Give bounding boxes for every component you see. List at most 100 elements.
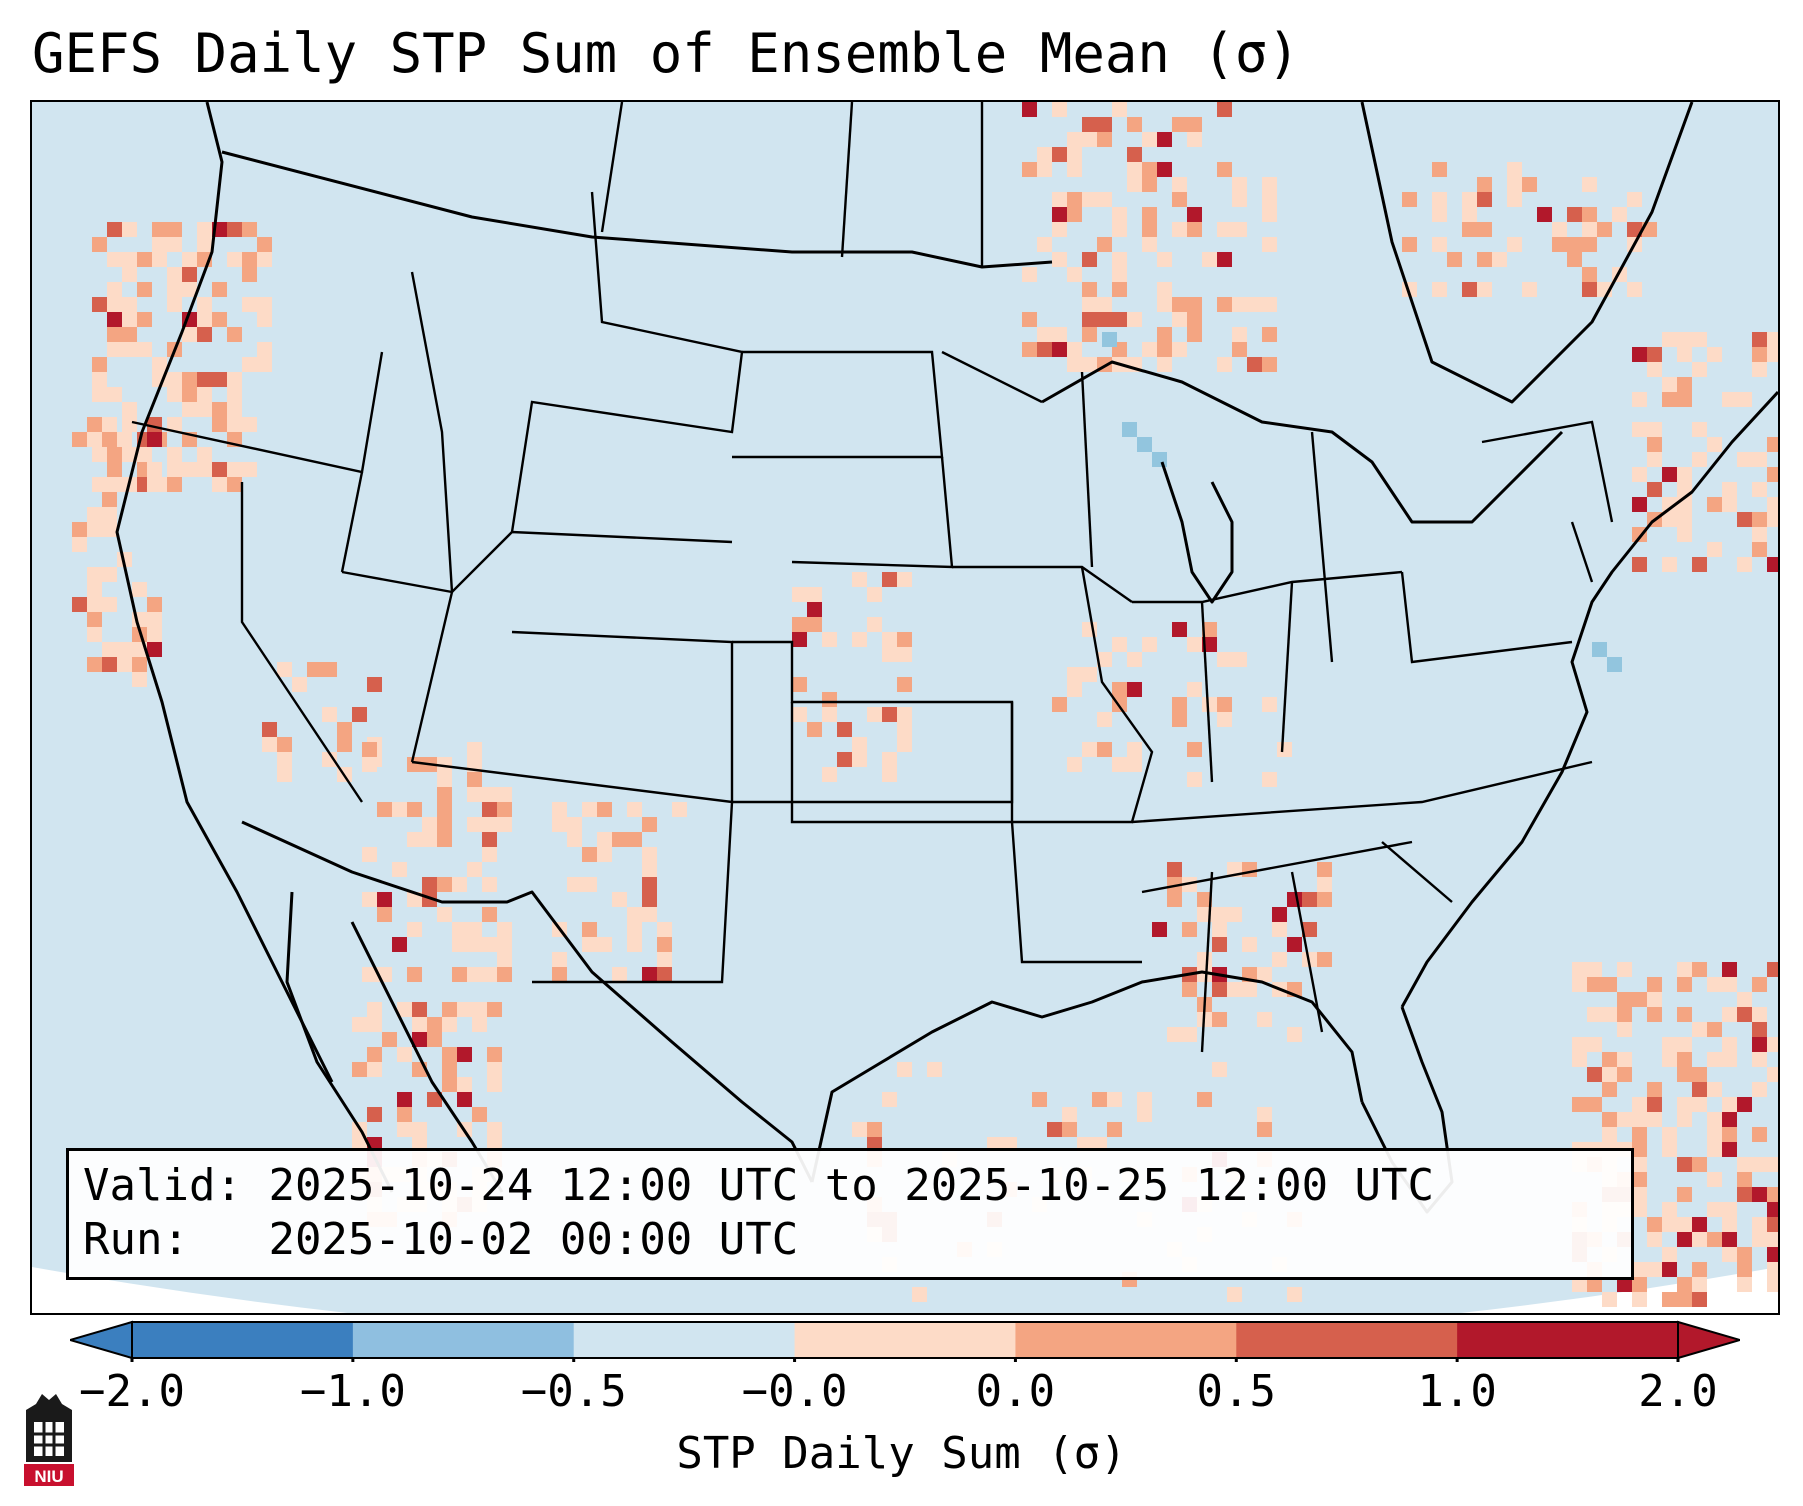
tick-label: 0.5 <box>1196 1366 1277 1417</box>
stp-cell <box>92 357 107 372</box>
stp-cell <box>1752 1022 1767 1037</box>
stp-cell <box>212 417 227 432</box>
stp-cell <box>482 832 497 847</box>
stp-cell <box>1692 1082 1707 1097</box>
stp-cell <box>1537 207 1552 222</box>
stp-cell <box>1707 1112 1722 1127</box>
logo-window-grid <box>34 1422 64 1456</box>
stp-cell <box>87 597 102 612</box>
stp-cell <box>107 447 122 462</box>
north-east-canada <box>1360 102 1694 404</box>
stp-cell <box>1737 1097 1752 1112</box>
stp-cell <box>197 447 212 462</box>
stp-cell <box>1477 222 1492 237</box>
stp-cell <box>1257 967 1272 982</box>
stp-cell <box>167 387 182 402</box>
stp-cell <box>1737 1007 1752 1022</box>
stp-cell <box>597 847 612 862</box>
stp-cell <box>1567 237 1582 252</box>
stp-cell <box>397 1002 412 1017</box>
stp-cell <box>382 1032 397 1047</box>
stp-cell <box>197 327 212 342</box>
stp-cell <box>117 657 132 672</box>
stp-cell <box>867 587 882 602</box>
stp-cell <box>137 252 152 267</box>
stp-cell <box>1737 1187 1752 1202</box>
stp-cell <box>397 1107 412 1122</box>
stp-cell <box>1217 252 1232 267</box>
run-label: Run: <box>83 1214 189 1265</box>
stp-cell <box>377 892 392 907</box>
stp-cell <box>1172 697 1187 712</box>
stp-cell <box>1067 207 1082 222</box>
stp-cell <box>197 222 212 237</box>
stp-cell <box>1217 102 1232 117</box>
stp-cell <box>1227 982 1242 997</box>
stp-cell <box>1677 1037 1692 1052</box>
stp-cell <box>1212 1012 1227 1027</box>
stp-cell <box>1677 1277 1692 1292</box>
stp-cell <box>1142 132 1157 147</box>
stp-cell <box>627 802 642 817</box>
stp-cell <box>1602 977 1617 992</box>
stp-cell <box>1082 117 1097 132</box>
stp-cell <box>422 817 437 832</box>
stp-cell <box>227 252 242 267</box>
stp-cell <box>1767 467 1778 482</box>
stp-cell <box>1157 327 1172 342</box>
stp-cell <box>1402 192 1417 207</box>
stp-cell <box>1572 1037 1587 1052</box>
stp-cell <box>167 267 182 282</box>
stp-cell <box>87 417 102 432</box>
stp-cell <box>1647 1082 1662 1097</box>
stp-cell <box>1722 1202 1737 1217</box>
stp-cell <box>412 1017 427 1032</box>
stp-cell <box>437 817 452 832</box>
colorbar-outline <box>131 1321 1679 1359</box>
stp-cell <box>1197 952 1212 967</box>
colorbar-extend-max <box>1677 1320 1740 1360</box>
stp-cell <box>1587 1097 1602 1112</box>
stp-cell <box>1677 1187 1692 1202</box>
stp-cell <box>1317 952 1332 967</box>
stp-cell <box>1692 1097 1707 1112</box>
stp-cell <box>1737 1262 1752 1277</box>
stp-cell <box>1167 1027 1182 1042</box>
stp-cell <box>1247 297 1262 312</box>
stp-cell <box>1617 1112 1632 1127</box>
stp-cell <box>1142 637 1157 652</box>
stp-cell <box>452 877 467 892</box>
stp-cell <box>1722 977 1737 992</box>
stp-cell <box>1187 637 1202 652</box>
stp-cell <box>1647 422 1662 437</box>
stp-cell <box>1692 422 1707 437</box>
stp-cell <box>1477 252 1492 267</box>
stp-cell <box>1112 637 1127 652</box>
stp-cell <box>277 767 292 782</box>
stp-cell <box>407 922 422 937</box>
stp-cell <box>1287 892 1302 907</box>
stp-cell <box>242 222 257 237</box>
stp-cell <box>457 1047 472 1062</box>
stp-cell <box>407 892 422 907</box>
stp-cell <box>107 252 122 267</box>
stp-cell <box>1587 1037 1602 1052</box>
stp-cell <box>1142 237 1157 252</box>
stp-cell <box>1752 1217 1767 1232</box>
stp-cell <box>1662 467 1677 482</box>
stp-cell <box>487 1122 502 1137</box>
stp-cell <box>152 237 167 252</box>
stp-cell <box>582 847 597 862</box>
stp-cell <box>122 222 137 237</box>
stp-cell <box>1677 1097 1692 1112</box>
stp-cell <box>1602 1082 1617 1097</box>
stp-cell <box>1767 347 1778 362</box>
stp-cell <box>467 937 482 952</box>
stp-cell <box>367 1002 382 1017</box>
stp-cell <box>122 312 137 327</box>
stp-cell <box>472 1107 487 1122</box>
stp-cell <box>1647 437 1662 452</box>
stp-cell <box>1722 482 1737 497</box>
stp-cell <box>102 507 117 522</box>
stp-cell <box>1052 207 1067 222</box>
